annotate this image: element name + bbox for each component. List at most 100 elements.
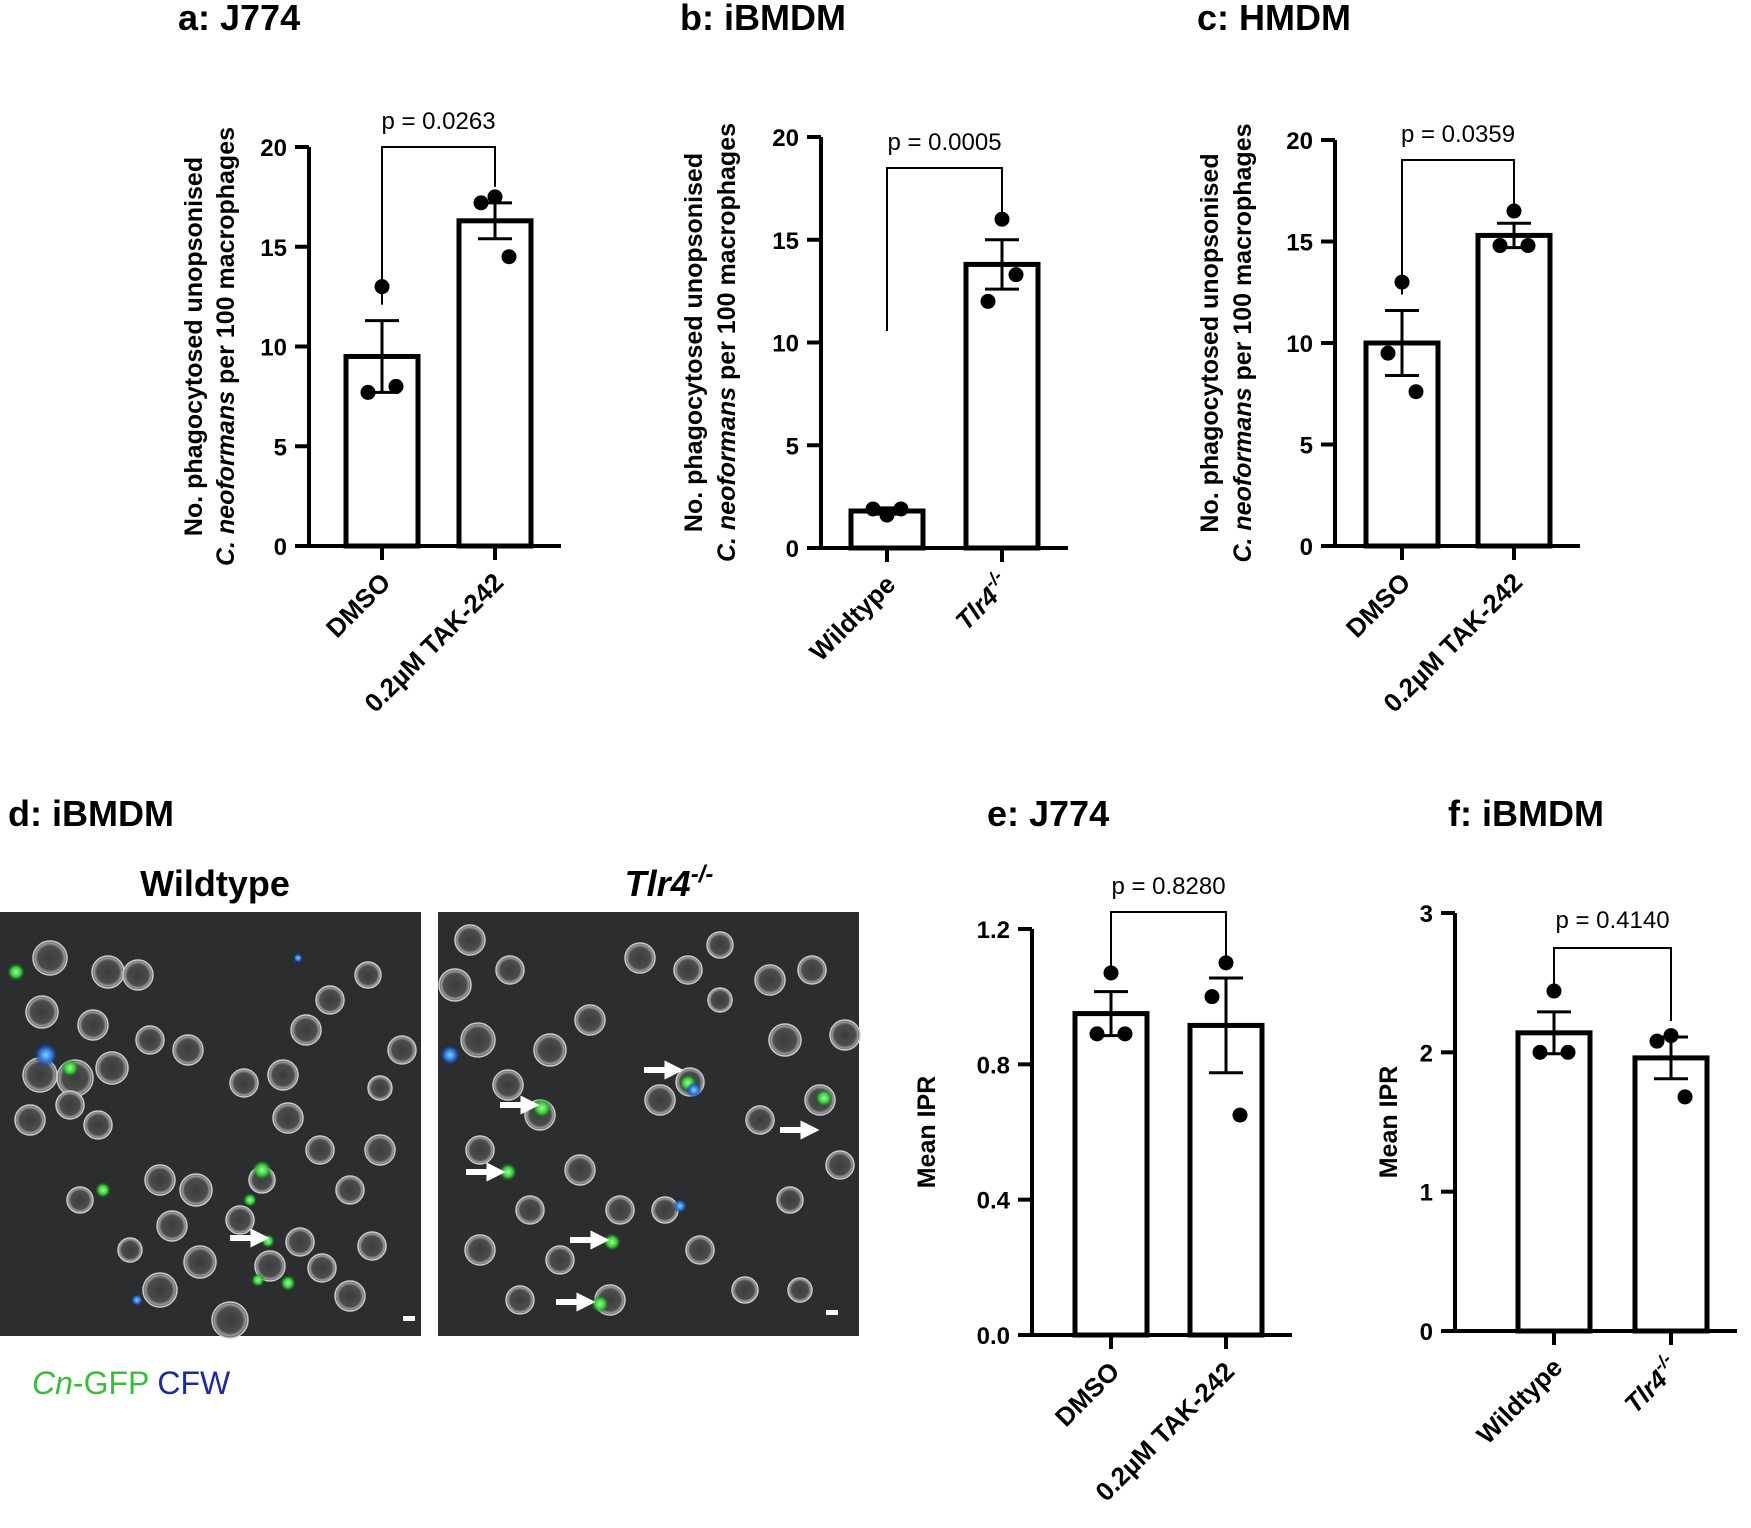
y-tick-label: 0.0 [977,1323,1010,1350]
category-label: Tlr4-/- [946,566,1016,636]
y-axis-label: C. neoformans per 100 macrophages [1229,123,1257,562]
gfp-spot [251,1273,265,1287]
significance-bracket [381,146,496,305]
p-value: p = 0.0263 [381,108,495,135]
cell [66,1186,94,1214]
y-tick-label: 5 [1300,433,1313,460]
cell [83,1110,113,1140]
data-point [1089,1026,1105,1042]
micrograph-tlr4 [438,912,861,1336]
cell [825,1150,855,1180]
p-value: p = 0.0005 [887,129,1001,156]
bar [1632,1055,1710,1334]
significance-bracket [1401,159,1515,295]
cell [135,1025,165,1055]
cell [172,1034,204,1066]
cell [32,940,68,976]
category-label: DMSO [1340,567,1416,643]
data-point [1492,238,1508,254]
data-point [1204,989,1220,1005]
cell [745,1105,775,1135]
cell [122,959,154,991]
cell [768,1023,802,1057]
cell [334,1280,366,1312]
data-point [1408,384,1424,400]
cell [731,1276,759,1304]
cell [95,1051,129,1085]
significance-bracket [886,167,1003,332]
data-point [1232,1107,1248,1123]
y-tick-label: 0 [786,536,799,563]
category-label: Tlr4-/- [1615,1349,1685,1419]
cell [335,1175,365,1205]
y-tick-label: 0 [1420,1319,1433,1346]
category-label: DMSO [320,567,396,643]
cell [354,961,382,989]
data-point [1677,1089,1693,1105]
data-point [473,195,489,211]
cell [117,1237,143,1263]
panel-c-title: c: HMDM [1197,0,1351,38]
data-point [1663,1028,1679,1044]
y-tick-label: 20 [260,135,287,162]
cell [515,1195,545,1225]
data-point [1218,955,1234,971]
cell [505,1285,535,1315]
gfp-spot [280,1275,296,1291]
chart-a: 0 5 10 15 20 No. phagocytosed unopsonised C. n… [180,108,561,718]
category-label: DMSO [1049,1356,1125,1432]
cell [685,1235,715,1265]
y-axis-label: C. neoformans per 100 macrophages [212,127,240,566]
cell [797,955,827,985]
cell [290,1014,322,1046]
cell [754,964,786,996]
data-point [1380,345,1396,361]
data-point [980,293,996,309]
data-point [1008,267,1024,283]
cell [495,955,525,985]
bar [1072,1011,1150,1338]
y-tick-label: 20 [1286,128,1313,155]
y-axis-label: No. phagocytosed unopsonised [180,157,208,536]
y-axis-label: Mean IPR [913,1076,941,1189]
y-axis-label: Mean IPR [1375,1066,1403,1179]
cell [829,1019,861,1051]
p-value: p = 0.0359 [1401,121,1515,148]
bar [456,218,534,549]
y-tick-label: 3 [1420,901,1433,928]
gfp-spot [95,1182,111,1198]
scale-bar [403,1316,415,1321]
cell [305,1135,335,1165]
y-axis-label: No. phagocytosed unopsonised [1196,153,1224,532]
cell [91,955,125,989]
y-tick-label: 2 [1420,1040,1433,1067]
gfp-spot [7,963,25,981]
chart-f: 0 1 2 3 Mean IPR Wildtype Tlr4-/- p = 0.4140 [1375,901,1737,1450]
gfp-spot [261,1234,275,1248]
cell [605,1195,635,1225]
micrograph-legend: Cn-GFP CFW [32,1365,231,1401]
cell [673,955,703,985]
cell [77,1009,109,1041]
gfp-spot [61,1059,79,1077]
data-point [388,378,404,394]
gfp-spot [591,1295,609,1313]
cell [357,1231,387,1261]
micrograph-left-label: Wildtype [140,863,290,904]
data-point [865,501,881,517]
gfp-spot [532,1098,552,1118]
data-point [1506,203,1522,219]
y-tick-label: 1 [1420,1180,1433,1207]
cell [272,1102,304,1134]
gfp-spot [603,1233,621,1251]
y-tick-label: 15 [1286,230,1313,257]
cell [211,1301,249,1339]
cell [156,1210,188,1242]
cell [225,1205,255,1235]
data-point [501,249,517,265]
cell [492,1069,524,1101]
p-value: p = 0.8280 [1111,873,1225,900]
cell [387,1035,417,1065]
data-point [1560,1044,1576,1060]
